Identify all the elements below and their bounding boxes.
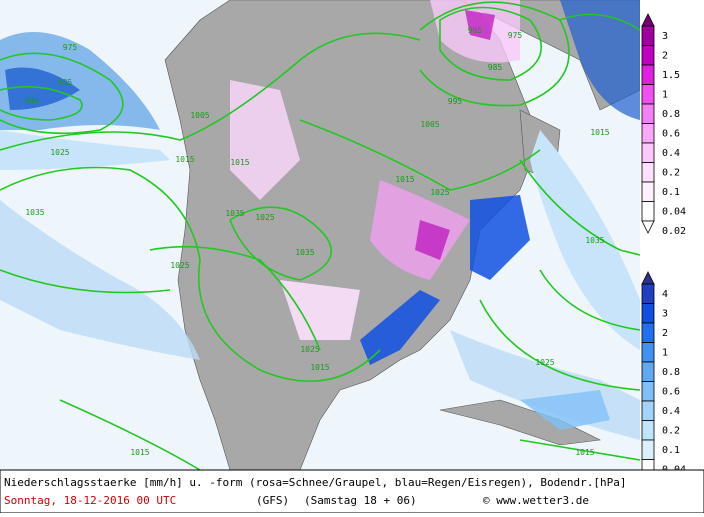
scale-box [641, 361, 655, 382]
scale-box [641, 181, 655, 202]
credit-text: © www.wetter3.de [483, 494, 589, 507]
isobar-label: 1035 [225, 209, 244, 218]
scale-box [641, 103, 655, 124]
scale-box [641, 303, 655, 324]
scale-label: 0.4 [662, 406, 680, 417]
isobar-label: 1025 [430, 188, 449, 197]
scale-box [641, 45, 655, 66]
scale-label: 0.02 [662, 226, 686, 237]
scale-label: 2 [662, 51, 668, 62]
scale-box [641, 123, 655, 144]
scale-box [641, 142, 655, 163]
scale-label: 0.2 [662, 168, 680, 179]
scale-label: 0.6 [662, 129, 680, 140]
scale-box [641, 201, 655, 222]
scale-label: 0.8 [662, 109, 680, 120]
isobar-label: 1035 [25, 208, 44, 217]
scale-label: 0.6 [662, 387, 680, 398]
precipitation [0, 0, 640, 440]
isobars [0, 1, 641, 471]
scale-label: 1 [662, 90, 668, 101]
scale-label: 0.1 [662, 187, 680, 198]
isobar-label: 1025 [255, 213, 274, 222]
isobar-label: 1015 [590, 128, 609, 137]
isobar-label: 1005 [190, 111, 209, 120]
isobar-label: 1015 [230, 158, 249, 167]
scale-box [641, 439, 655, 460]
scale-label: 0.4 [662, 148, 680, 159]
isobar-label: 1015 [175, 155, 194, 164]
isobar-label: 1025 [535, 358, 554, 367]
scale-label: 0.2 [662, 426, 680, 437]
scale-label: 3 [662, 309, 668, 320]
isobar-label: 975 [63, 43, 78, 52]
isobar-label: 995 [25, 96, 40, 105]
scale-box [641, 283, 655, 304]
scale-label: 2 [662, 328, 668, 339]
scale-box [641, 322, 655, 343]
run-text: (Samstag 18 + 06) [304, 494, 417, 507]
isobar-label: 975 [508, 31, 523, 40]
isobar-label: 1015 [575, 448, 594, 457]
isobar-label: 1005 [420, 120, 439, 129]
isobar-label: 1025 [170, 261, 189, 270]
scale-box [641, 420, 655, 441]
isobar-labels: 1015 1025 1035 1015 1025 1035 1025 1015 1005 995 9… [25, 26, 610, 457]
isobar-label: 985 [58, 78, 73, 87]
isobar-label: 995 [448, 97, 463, 106]
scale-box [641, 162, 655, 183]
date-text: Sonntag, 18-12-2016 00 UTC [4, 494, 176, 507]
scale-label: 0.1 [662, 445, 680, 456]
isobar-label: 1015 [395, 175, 414, 184]
scale-label: 0.8 [662, 367, 680, 378]
isobar-label: 1025 [300, 345, 319, 354]
scale-label: 1.5 [662, 70, 680, 81]
scale-box [641, 64, 655, 85]
isobar-label: 1025 [50, 148, 69, 157]
scale-label: 3 [662, 31, 668, 42]
scale-box [641, 84, 655, 105]
isobar-label: 1015 [130, 448, 149, 457]
scale-box [641, 342, 655, 363]
isobar-label: 985 [488, 63, 503, 72]
scale-bottom-arrow [641, 220, 655, 234]
scale-label: 1 [662, 348, 668, 359]
isobar-label: 1035 [295, 248, 314, 257]
isobar-label: 965 [468, 26, 483, 35]
scale-box [641, 381, 655, 402]
scale-box [641, 25, 655, 46]
scale-label: 0.04 [662, 207, 686, 218]
isobar-label: 1035 [585, 236, 604, 245]
caption-text: Niederschlagsstaerke [mm/h] u. -form (ro… [4, 476, 627, 489]
model-text: (GFS) [256, 494, 289, 507]
isobar-label: 1015 [310, 363, 329, 372]
scale-label: 4 [662, 289, 668, 300]
scale-box [641, 400, 655, 421]
legend: 3 2 1.5 1 0.8 0.6 0.4 0.2 0.1 0.04 0.02 4 3 2 1 0.8 0.6 0… [641, 13, 686, 495]
